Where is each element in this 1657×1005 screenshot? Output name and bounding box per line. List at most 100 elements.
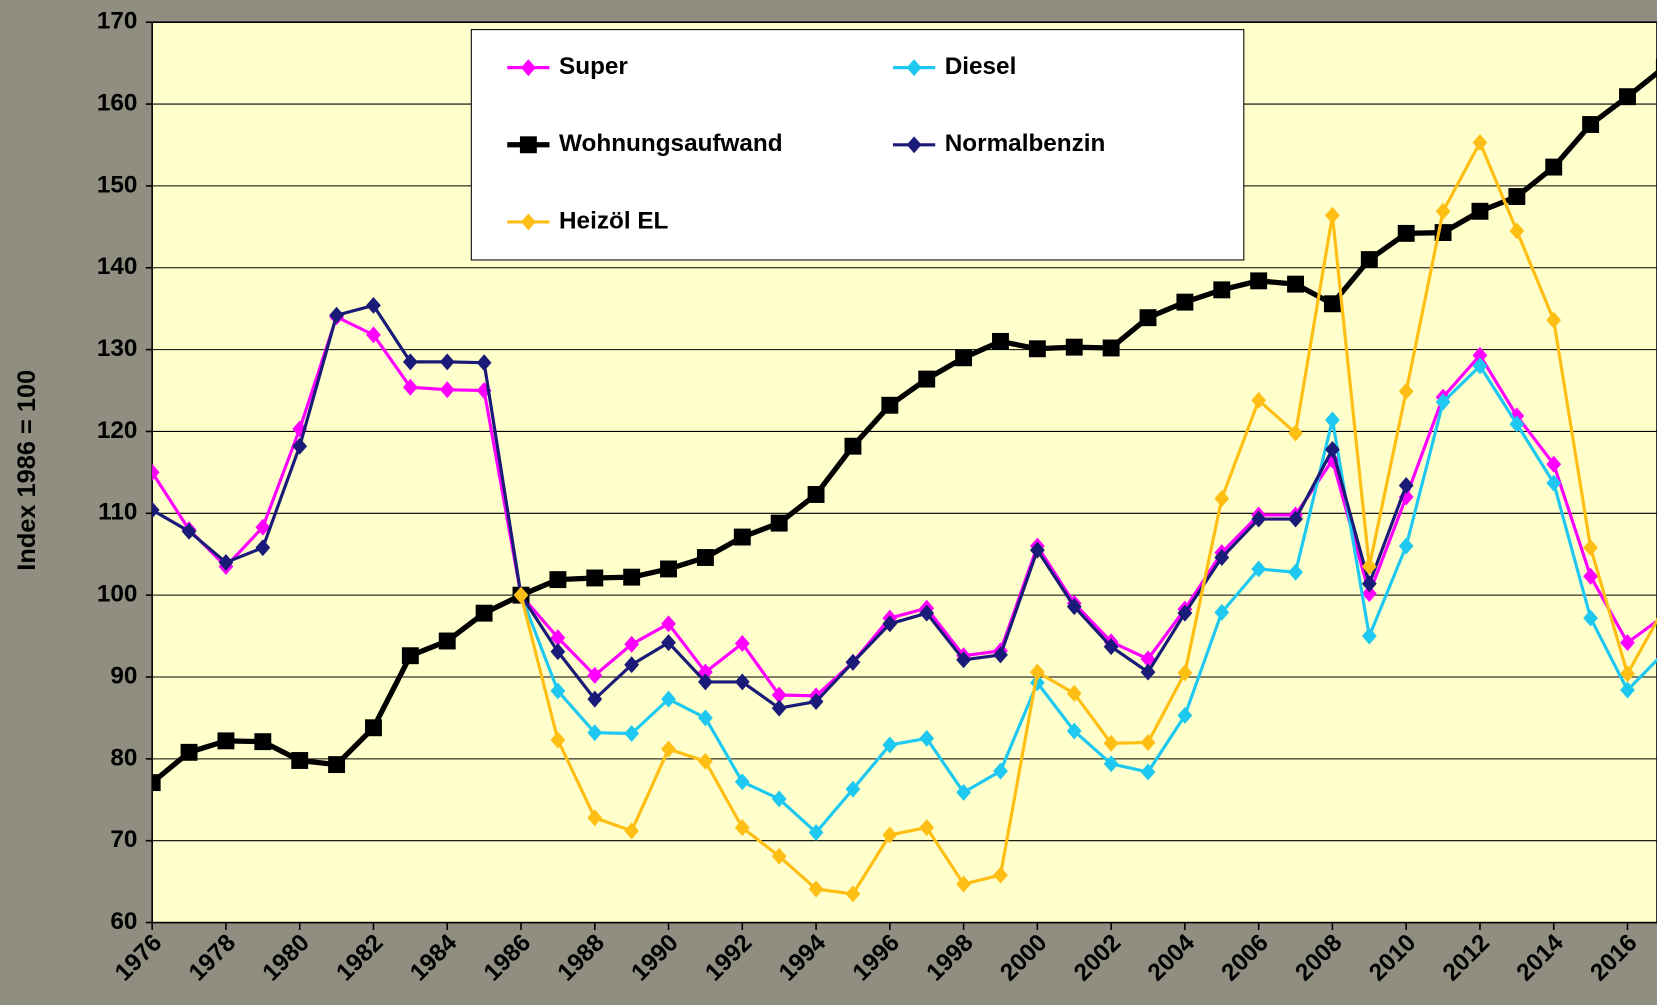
- marker: [1028, 340, 1046, 358]
- marker: [1140, 734, 1156, 751]
- marker: [661, 690, 676, 708]
- marker: [152, 774, 161, 792]
- marker: [1102, 339, 1120, 357]
- marker: [549, 571, 567, 589]
- legend-marker: [519, 136, 537, 154]
- marker: [661, 634, 676, 652]
- marker: [956, 875, 971, 893]
- legend-label: Normalbenzin: [945, 130, 1106, 157]
- marker: [624, 656, 640, 674]
- marker: [550, 629, 566, 647]
- marker: [401, 647, 419, 665]
- marker: [550, 682, 566, 700]
- marker: [844, 437, 862, 455]
- marker: [329, 306, 344, 324]
- legend-label: Diesel: [945, 53, 1017, 80]
- marker: [734, 773, 750, 791]
- marker: [586, 569, 604, 587]
- marker: [513, 586, 529, 604]
- marker: [1177, 664, 1193, 682]
- legend-marker: [520, 213, 536, 231]
- marker: [366, 326, 381, 344]
- marker: [1325, 441, 1340, 458]
- marker: [217, 732, 235, 750]
- marker: [661, 615, 676, 633]
- y-tick-label: 140: [97, 253, 138, 280]
- marker: [845, 780, 861, 798]
- y-tick-label: 70: [110, 826, 137, 853]
- y-tick-label: 60: [110, 908, 137, 935]
- y-tick-label: 110: [98, 499, 137, 526]
- marker: [152, 501, 160, 519]
- marker: [152, 463, 160, 481]
- marker: [181, 522, 197, 540]
- legend: Super Diesel Wohnungsaufwand Normalbenzin He…: [470, 29, 1245, 261]
- marker: [1509, 222, 1525, 240]
- marker: [808, 693, 824, 711]
- y-tick-label: 100: [97, 581, 138, 608]
- y-tick-label: 90: [110, 662, 137, 689]
- y-tick-label: 170: [97, 8, 138, 35]
- marker: [624, 725, 640, 742]
- marker: [734, 819, 750, 837]
- marker: [807, 486, 825, 503]
- marker: [771, 699, 787, 717]
- marker: [696, 549, 714, 566]
- y-tick-label: 80: [110, 744, 137, 771]
- marker: [1509, 415, 1525, 433]
- marker: [1176, 293, 1194, 311]
- marker: [587, 690, 603, 708]
- legend-label: Heizöl EL: [559, 207, 669, 234]
- marker: [661, 740, 676, 758]
- marker: [1029, 674, 1045, 692]
- marker: [1360, 251, 1378, 269]
- marker: [1397, 224, 1415, 242]
- marker: [180, 743, 198, 761]
- marker: [1103, 755, 1119, 773]
- marker: [771, 790, 787, 808]
- y-tick-label: 160: [97, 89, 138, 116]
- marker: [919, 729, 935, 747]
- y-axis-label: Index 1986 = 100: [13, 370, 41, 571]
- marker: [956, 783, 971, 801]
- legend-marker: [520, 59, 536, 77]
- marker: [993, 762, 1008, 780]
- marker: [770, 514, 788, 532]
- legend-label: Wohnungsaufwand: [559, 130, 783, 157]
- marker: [624, 635, 640, 653]
- marker: [550, 643, 566, 661]
- marker: [881, 396, 899, 414]
- marker: [365, 719, 382, 737]
- marker: [1472, 346, 1488, 364]
- marker: [1325, 206, 1340, 224]
- marker: [993, 866, 1008, 884]
- marker: [734, 634, 750, 652]
- marker: [1583, 567, 1599, 585]
- marker: [882, 615, 898, 633]
- marker: [587, 666, 603, 684]
- marker: [1583, 609, 1599, 627]
- marker: [402, 378, 418, 396]
- marker: [1545, 158, 1563, 176]
- marker: [1619, 88, 1636, 106]
- marker: [1103, 734, 1119, 752]
- marker: [733, 528, 751, 546]
- marker: [1655, 58, 1657, 76]
- marker: [623, 568, 641, 586]
- marker: [919, 819, 935, 837]
- marker: [328, 756, 346, 774]
- marker: [1029, 663, 1045, 681]
- marker: [587, 724, 603, 742]
- marker: [771, 847, 787, 865]
- marker: [476, 354, 492, 372]
- marker: [918, 370, 936, 388]
- marker: [366, 296, 381, 314]
- series-line: [519, 364, 1657, 835]
- series-line: [152, 315, 1657, 698]
- marker: [956, 651, 971, 669]
- marker: [292, 437, 308, 455]
- marker: [1435, 202, 1451, 220]
- marker: [882, 736, 898, 754]
